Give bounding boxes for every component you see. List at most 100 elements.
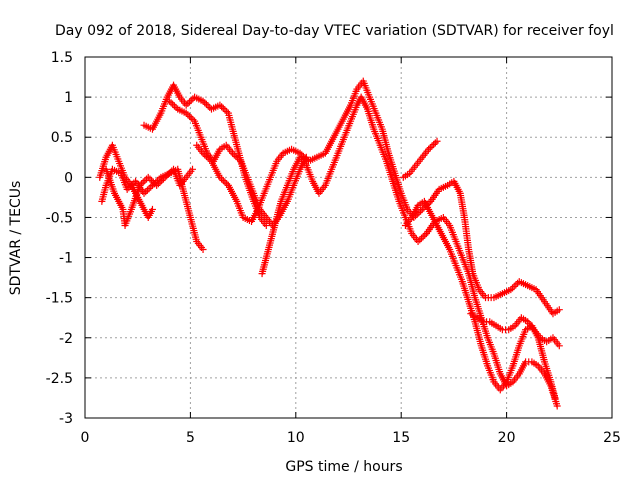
data-point-marker — [204, 102, 212, 110]
data-point-marker — [187, 114, 195, 122]
data-point-marker — [415, 209, 423, 217]
data-point-marker — [139, 178, 147, 186]
data-point-marker — [221, 178, 229, 186]
data-point-marker — [189, 116, 197, 124]
data-point-marker — [553, 402, 561, 410]
data-point-marker — [218, 175, 226, 183]
data-point-marker — [189, 165, 197, 173]
x-tick-label: 0 — [81, 430, 90, 446]
data-point-marker — [184, 100, 192, 108]
y-tick-label: -1 — [59, 251, 73, 267]
data-point-marker — [144, 173, 152, 181]
data-point-marker — [199, 97, 207, 105]
data-point-marker — [143, 186, 151, 194]
data-point-marker — [141, 177, 149, 185]
data-point-marker — [156, 178, 164, 186]
data-point-marker — [219, 177, 227, 185]
data-point-marker — [555, 342, 563, 350]
data-point-marker — [426, 144, 434, 152]
x-tick-label: 10 — [287, 430, 305, 446]
data-point-marker — [202, 100, 210, 108]
y-tick-label: 0 — [64, 170, 73, 186]
axis-ticks: 0 5 10 15 20 25 1.5 1 0.5 0 -0.5 -1 -1.5 -2 -2.5 -3 — [46, 50, 621, 446]
data-point-marker — [154, 180, 162, 188]
data-point-marker — [149, 178, 157, 186]
data-point-marker — [206, 156, 214, 164]
data-point-marker — [182, 101, 190, 109]
data-point-marker — [186, 112, 194, 120]
data-point-marker — [230, 151, 238, 159]
data-point-marker — [417, 234, 425, 242]
y-tick-label: 1.5 — [51, 50, 73, 66]
data-point-marker — [148, 177, 156, 185]
x-tick-label: 5 — [186, 430, 195, 446]
data-point-marker — [187, 96, 195, 104]
data-point-marker — [219, 104, 227, 112]
y-tick-label: -2.5 — [46, 371, 73, 387]
data-point-marker — [204, 154, 212, 162]
data-point-marker — [201, 99, 209, 107]
data-point-marker — [199, 246, 207, 254]
data-point-marker — [170, 102, 178, 110]
data-point-marker — [147, 183, 155, 191]
data-point-marker — [555, 306, 563, 314]
data-point-marker — [507, 286, 515, 294]
plot-frame — [84, 56, 613, 419]
data-point-marker — [182, 109, 190, 117]
y-tick-label: -0.5 — [46, 210, 73, 226]
x-tick-label: 20 — [498, 430, 516, 446]
data-point-marker — [433, 137, 441, 145]
data-point-marker — [206, 104, 214, 112]
x-axis-label: GPS time / hours — [285, 459, 402, 475]
data-point-marker — [148, 205, 156, 213]
data-point-marker — [512, 281, 520, 289]
chart-title: Day 092 of 2018, Sidereal Day-to-day VTE… — [55, 23, 614, 39]
data-point-marker — [430, 140, 438, 148]
data-point-marker — [202, 152, 210, 160]
data-point-marker — [186, 98, 194, 106]
data-point-marker — [262, 221, 270, 229]
data-point-marker — [428, 142, 436, 150]
y-tick-label: 1 — [64, 90, 73, 106]
y-tick-label: -3 — [59, 411, 73, 427]
data-point-marker — [425, 145, 433, 153]
data-point-marker — [166, 169, 174, 177]
data-point-marker — [153, 181, 161, 189]
data-point-marker — [509, 284, 517, 292]
data-point-marker — [223, 180, 231, 188]
data-point-marker — [159, 175, 167, 183]
data-point-marker — [218, 103, 226, 111]
y-tick-label: -2 — [59, 331, 73, 347]
data-point-marker — [167, 99, 175, 107]
data-point-marker — [229, 149, 237, 157]
data-point-marker — [421, 231, 429, 239]
data-point-marker — [216, 173, 224, 181]
data-point-marker — [199, 149, 207, 157]
data-point-marker — [221, 106, 229, 114]
data-point-marker — [172, 104, 180, 112]
data-point-marker — [232, 152, 240, 160]
data-point-marker — [165, 97, 173, 105]
data-point-marker — [158, 177, 166, 185]
data-point-marker — [201, 151, 209, 159]
data-point-marker — [431, 139, 439, 147]
data-point-marker — [416, 236, 424, 244]
data-point-marker — [216, 101, 224, 109]
grid-lines — [85, 57, 612, 418]
data-point-marker — [223, 108, 231, 116]
data-point-marker — [189, 95, 197, 103]
data-point-marker — [136, 181, 144, 189]
y-tick-label: 0.5 — [51, 130, 73, 146]
data-point-marker — [419, 233, 427, 241]
data-point-marker — [510, 282, 518, 290]
data-point-marker — [127, 182, 135, 190]
data-point-marker — [161, 173, 169, 181]
data-point-marker — [145, 185, 153, 193]
data-point-marker — [414, 238, 422, 246]
x-tick-label: 25 — [603, 430, 621, 446]
data-points — [96, 77, 563, 410]
data-point-marker — [418, 205, 426, 213]
data-point-marker — [123, 185, 131, 193]
data-point-marker — [142, 188, 150, 196]
